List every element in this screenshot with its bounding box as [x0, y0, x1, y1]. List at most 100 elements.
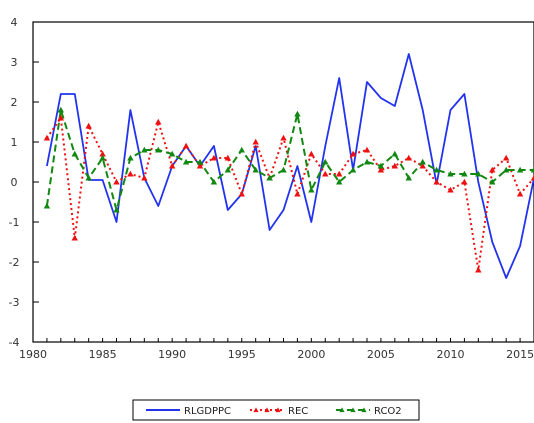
x-tick-label: 2015 [506, 348, 534, 361]
x-tick-label: 1995 [228, 348, 256, 361]
series-point-rec [182, 142, 190, 149]
series-point-rec [155, 118, 162, 125]
x-tick-label: 2000 [297, 348, 325, 361]
series-point-rec [196, 162, 204, 169]
x-tick-label: 2005 [367, 348, 395, 361]
legend-marker [253, 407, 259, 413]
series-point-rco2 [502, 166, 510, 173]
series-point-rco2 [252, 166, 259, 173]
legend-label-rco2: RCO2 [374, 406, 402, 417]
legend-marker [361, 407, 367, 413]
series-point-rco2 [322, 158, 329, 165]
series-point-rec [252, 138, 259, 145]
series-point-rec [308, 150, 315, 157]
series-line-rco2 [45, 109, 534, 211]
series-point-rco2 [155, 146, 162, 153]
series-point-rec [516, 190, 524, 197]
series-point-rco2 [377, 162, 385, 169]
series-point-rco2 [99, 154, 106, 161]
y-axis-ticks: 4 3 2 1 0 -1 -2 -3 -4 [9, 16, 39, 349]
series-point-rec [85, 122, 92, 129]
series-point-rco2 [85, 174, 92, 181]
legend-marker [275, 407, 281, 413]
series-point-rec [349, 150, 357, 157]
series-point-rec [238, 190, 245, 197]
legend-marker [350, 407, 356, 413]
y-tick-label: 4 [11, 16, 18, 29]
series-point-rco2 [224, 166, 232, 173]
series-point-rco2 [405, 174, 412, 181]
y-tick-label: -2 [9, 256, 20, 269]
legend-marker [264, 407, 270, 413]
y-tick-label: -4 [9, 336, 20, 349]
series-point-rco2 [363, 158, 371, 165]
series-point-rco2 [127, 154, 134, 161]
series-point-rec [405, 154, 412, 161]
series-point-rec [127, 170, 134, 177]
y-tick-label: 0 [11, 176, 18, 189]
series-point-rec [99, 150, 106, 157]
series-point-rec [168, 162, 176, 169]
series-point-rco2 [266, 174, 273, 181]
y-tick-label: -3 [9, 296, 20, 309]
series-point-rec [335, 170, 343, 177]
series-point-rec [224, 154, 232, 161]
series-point-rec [113, 178, 120, 185]
series-point-rec [141, 174, 148, 181]
series-point-rec [322, 170, 329, 177]
series-point-rec [447, 186, 454, 193]
x-tick-label: 2010 [437, 348, 465, 361]
series-point-rec [461, 178, 468, 185]
series-point-rec [280, 134, 287, 141]
series-line-rec [46, 117, 534, 271]
series-point-rco2 [391, 150, 399, 157]
series-point-rco2 [530, 166, 534, 173]
series-point-rco2 [141, 146, 148, 153]
series-point-rec [502, 154, 510, 161]
x-tick-label: 1985 [89, 348, 117, 361]
series-point-rec [530, 174, 534, 181]
series-point-rco2 [461, 170, 468, 177]
series-point-rco2 [433, 166, 440, 173]
x-tick-label: 1990 [158, 348, 186, 361]
legend-label-rlgdppc: RLGDPPC [184, 406, 231, 417]
series-point-rco2 [349, 166, 357, 173]
series-point-rec [475, 266, 482, 273]
y-tick-label: 1 [11, 136, 18, 149]
series-point-rco2 [475, 170, 482, 177]
series-point-rco2 [57, 106, 65, 113]
series-point-rec [294, 190, 301, 197]
series-point-rec [489, 166, 496, 173]
series-point-rec [210, 154, 218, 161]
series-point-rec [419, 162, 426, 169]
series-point-rco2 [280, 166, 287, 173]
series-point-rco2 [43, 202, 51, 209]
series-point-rco2 [182, 158, 190, 165]
series-lines [45, 53, 534, 279]
series-point-rco2 [71, 150, 78, 157]
series-point-rco2 [210, 178, 218, 185]
series-point-rco2 [447, 170, 454, 177]
series-point-rec [433, 178, 440, 185]
series-point-rco2 [516, 166, 524, 173]
series-point-rec [71, 234, 78, 241]
series-point-rec [377, 166, 385, 173]
y-tick-label: 3 [11, 56, 18, 69]
legend-label-rec: REC [288, 406, 308, 417]
series-point-rec [363, 146, 371, 153]
series-point-rco2 [308, 186, 315, 193]
series-line-rlgdppc [46, 53, 534, 279]
series-point-rco2 [168, 150, 176, 157]
series-point-rec [43, 134, 51, 141]
series-point-rco2 [489, 178, 496, 185]
series-point-rco2 [238, 146, 245, 153]
x-axis-ticks: 1980 1985 1990 1995 2000 2005 2010 2015 [19, 338, 534, 361]
y-tick-label: 2 [11, 96, 18, 109]
series-point-rco2 [113, 206, 120, 213]
series-point-rec [57, 114, 65, 121]
plot-frame [32, 21, 534, 343]
y-tick-label: -1 [9, 216, 20, 229]
legend-marker [339, 407, 345, 413]
series-point-rco2 [196, 158, 204, 165]
